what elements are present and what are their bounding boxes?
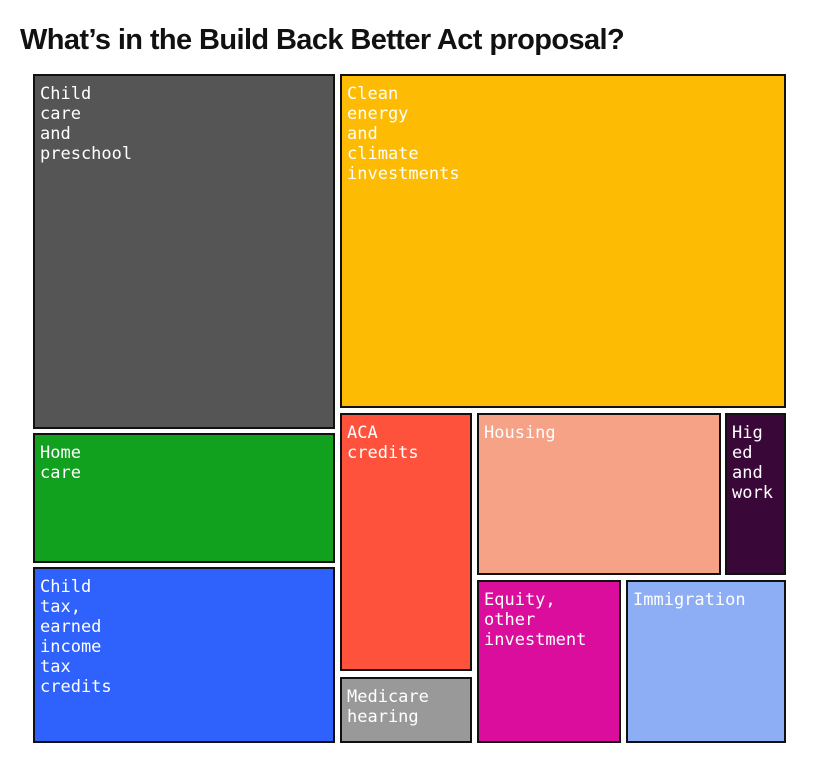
treemap-tile: Hig ed and work bbox=[725, 413, 786, 575]
treemap-tile: ACA credits bbox=[340, 413, 472, 671]
treemap-tile-label: Home care bbox=[40, 443, 81, 483]
treemap-tile-label: Equity, other investment bbox=[484, 590, 587, 650]
treemap-tile: Child care and preschool bbox=[33, 74, 335, 429]
treemap-tile: Child tax, earned income tax credits bbox=[33, 567, 335, 743]
treemap-tile: Clean energy and climate investments bbox=[340, 74, 786, 408]
treemap-tile-label: Clean energy and climate investments bbox=[347, 84, 460, 184]
treemap-tile: Home care bbox=[33, 433, 335, 563]
treemap-tile: Equity, other investment bbox=[477, 580, 621, 743]
treemap-tile-label: Immigration bbox=[633, 590, 746, 610]
treemap-tile-label: Child care and preschool bbox=[40, 84, 133, 164]
chart-title: What’s in the Build Back Better Act prop… bbox=[20, 24, 625, 56]
treemap-tile: Immigration bbox=[626, 580, 786, 743]
treemap-tile-label: Housing bbox=[484, 423, 556, 443]
treemap-tile-label: Hig ed and work bbox=[732, 423, 773, 503]
treemap-tile-label: Medicare hearing bbox=[347, 687, 429, 727]
treemap-tile-label: Child tax, earned income tax credits bbox=[40, 577, 112, 697]
treemap-tile: Medicare hearing bbox=[340, 677, 472, 743]
treemap-tile: Housing bbox=[477, 413, 721, 575]
treemap-tile-label: ACA credits bbox=[347, 423, 419, 463]
